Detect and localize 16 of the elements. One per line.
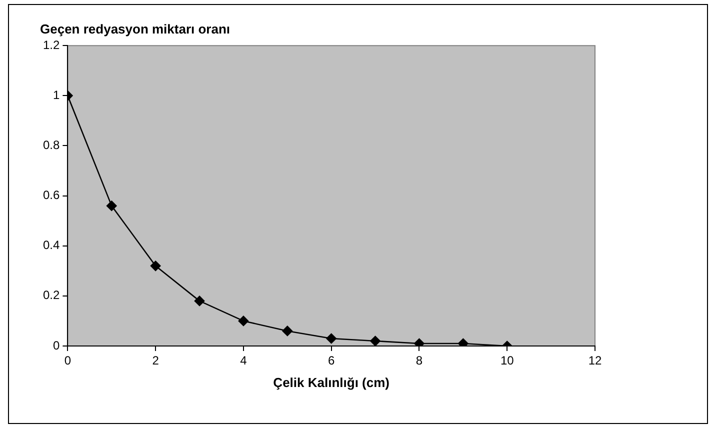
x-tick-label: 10 — [500, 354, 514, 368]
x-tick-label: 0 — [64, 354, 72, 368]
y-tick-label: 0 — [52, 338, 60, 352]
chart-title: Geçen redyasyon miktarı oranı — [40, 21, 230, 36]
x-tick-label: 8 — [416, 354, 423, 368]
y-tick-label: 0.8 — [42, 138, 60, 152]
x-axis-title: Çelik Kalınlığı (cm) — [273, 374, 390, 390]
y-tick-label: 0.4 — [42, 238, 60, 252]
y-tick-label: 1.2 — [42, 38, 60, 52]
y-tick-label: 0.6 — [42, 188, 60, 202]
x-tick-label: 6 — [328, 354, 335, 368]
x-tick-label: 4 — [240, 354, 248, 368]
y-tick-label: 1 — [52, 88, 60, 102]
x-tick-label: 12 — [588, 354, 602, 368]
x-tick-label: 2 — [152, 354, 160, 368]
y-tick-label: 0.2 — [42, 288, 60, 302]
